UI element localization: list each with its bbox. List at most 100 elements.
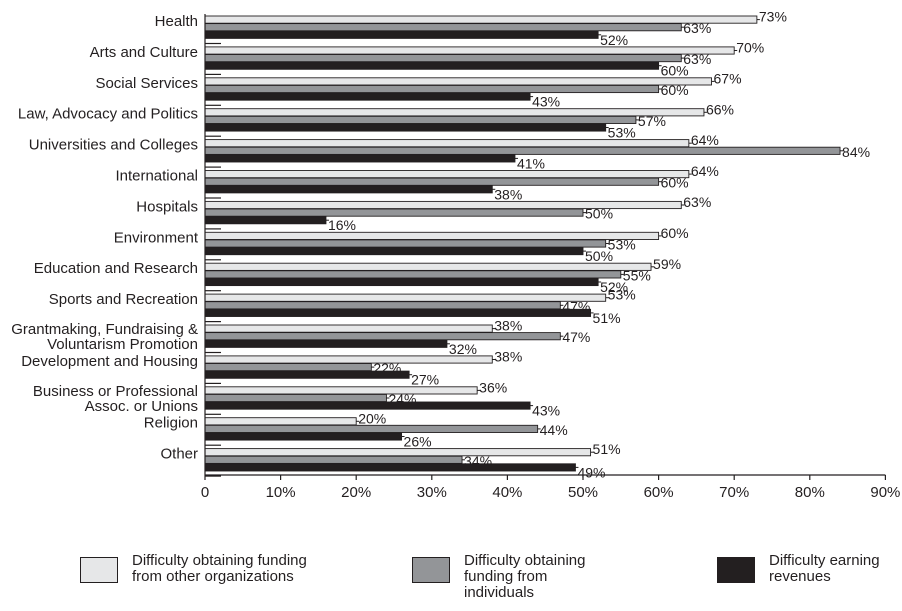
value-label-law-advocacy-and-politics-series-1: 66% bbox=[706, 101, 734, 117]
value-label-sports-and-recreation-series-1: 53% bbox=[608, 287, 636, 303]
value-label-health-series-2: 63% bbox=[683, 20, 711, 36]
bar-development-and-housing-series-2 bbox=[204, 363, 372, 372]
bar-education-and-research-series-1 bbox=[204, 262, 652, 271]
bar-universities-and-colleges-series-1 bbox=[204, 139, 690, 148]
value-label-arts-and-culture-series-1: 70% bbox=[736, 40, 764, 56]
legend-swatch-earning-revenues bbox=[717, 557, 755, 583]
bar-other-series-1 bbox=[204, 448, 592, 457]
value-label-education-and-research-series-1: 59% bbox=[653, 256, 681, 272]
value-label-environment-series-3: 50% bbox=[585, 248, 613, 264]
value-label-universities-and-colleges-series-1: 64% bbox=[691, 132, 719, 148]
x-tick-label-9: 90% bbox=[870, 484, 900, 501]
legend: Difficulty obtaining funding from other … bbox=[0, 553, 902, 611]
value-label-other-series-1: 51% bbox=[593, 441, 621, 457]
category-label-business-or-professional-assoc-or-unions-line-2: Assoc. or Unions bbox=[85, 398, 198, 415]
value-label-business-or-professional-assoc-or-unions-series-1: 36% bbox=[479, 379, 507, 395]
bar-arts-and-culture-series-1 bbox=[204, 46, 735, 55]
bar-environment-series-1 bbox=[204, 231, 660, 240]
bar-religion-series-2 bbox=[204, 424, 539, 433]
bar-grantmaking-fundraising-voluntarism-promotion-series-2 bbox=[204, 332, 561, 341]
x-tick-label-8: 80% bbox=[795, 484, 825, 501]
bar-religion-series-3 bbox=[204, 432, 403, 441]
legend-item-other-organizations: Difficulty obtaining funding from other … bbox=[80, 553, 332, 585]
value-label-sports-and-recreation-series-3: 51% bbox=[593, 310, 621, 326]
value-label-universities-and-colleges-series-2: 84% bbox=[842, 144, 870, 160]
x-tick-label-2: 20% bbox=[341, 484, 371, 501]
value-label-business-or-professional-assoc-or-unions-series-3: 43% bbox=[532, 403, 560, 419]
legend-label-earning-revenues: Difficulty earning revenues bbox=[769, 552, 880, 585]
value-label-law-advocacy-and-politics-series-2: 57% bbox=[638, 113, 666, 129]
category-label-environment: Environment bbox=[114, 229, 199, 246]
category-label-health: Health bbox=[155, 13, 198, 30]
category-label-law-advocacy-and-politics: Law, Advocacy and Politics bbox=[18, 106, 198, 123]
value-label-social-services-series-2: 60% bbox=[661, 82, 689, 98]
bar-hospitals-series-3 bbox=[204, 216, 327, 225]
value-label-grantmaking-fundraising-voluntarism-promotion-series-3: 32% bbox=[449, 341, 477, 357]
bar-religion-series-1 bbox=[204, 417, 357, 426]
bar-business-or-professional-assoc-or-unions-series-1 bbox=[204, 386, 478, 395]
value-label-social-services-series-3: 43% bbox=[532, 94, 560, 110]
bar-universities-and-colleges-series-3 bbox=[204, 154, 516, 163]
category-label-hospitals: Hospitals bbox=[136, 198, 198, 215]
legend-label-other-organizations: Difficulty obtaining funding from other … bbox=[132, 552, 307, 585]
value-label-education-and-research-series-2: 55% bbox=[623, 267, 651, 283]
value-label-grantmaking-fundraising-voluntarism-promotion-series-2: 47% bbox=[562, 329, 590, 345]
category-label-universities-and-colleges: Universities and Colleges bbox=[29, 137, 198, 154]
bar-business-or-professional-assoc-or-unions-series-2 bbox=[204, 393, 387, 403]
value-label-arts-and-culture-series-2: 63% bbox=[683, 51, 711, 67]
bar-environment-series-3 bbox=[204, 247, 584, 256]
bar-international-series-1 bbox=[204, 170, 690, 179]
category-label-other: Other bbox=[160, 446, 198, 463]
value-label-development-and-housing-series-1: 38% bbox=[494, 349, 522, 365]
bar-other-series-2 bbox=[204, 455, 463, 464]
bar-hospitals-series-2 bbox=[204, 208, 584, 217]
bar-health-series-2 bbox=[204, 23, 682, 32]
legend-swatch-other-organizations bbox=[80, 557, 118, 583]
bar-arts-and-culture-series-3 bbox=[204, 61, 660, 70]
bar-law-advocacy-and-politics-series-2 bbox=[204, 115, 637, 124]
category-label-sports-and-recreation: Sports and Recreation bbox=[49, 291, 198, 308]
value-label-religion-series-1: 20% bbox=[358, 410, 386, 426]
value-label-arts-and-culture-series-3: 60% bbox=[661, 63, 689, 79]
x-tick-label-5: 50% bbox=[568, 484, 598, 501]
bar-sports-and-recreation-series-1 bbox=[204, 293, 607, 302]
legend-item-earning-revenues: Difficulty earning revenues bbox=[717, 553, 902, 585]
category-label-social-services: Social Services bbox=[95, 75, 198, 92]
bar-development-and-housing-series-1 bbox=[204, 355, 493, 364]
value-label-hospitals-series-2: 50% bbox=[585, 206, 613, 222]
bar-international-series-3 bbox=[204, 185, 493, 194]
category-label-development-and-housing: Development and Housing bbox=[21, 353, 198, 370]
bar-education-and-research-series-2 bbox=[204, 270, 622, 279]
value-label-health-series-1: 73% bbox=[759, 9, 787, 25]
value-label-universities-and-colleges-series-3: 41% bbox=[517, 155, 545, 171]
value-label-law-advocacy-and-politics-series-3: 53% bbox=[608, 125, 636, 141]
value-label-hospitals-series-1: 63% bbox=[683, 194, 711, 210]
category-label-arts-and-culture: Arts and Culture bbox=[90, 44, 198, 61]
value-label-environment-series-2: 53% bbox=[608, 237, 636, 253]
value-label-international-series-2: 60% bbox=[661, 175, 689, 191]
bar-health-series-3 bbox=[204, 30, 599, 39]
legend-item-individuals: Difficulty obtaining funding from indivi… bbox=[412, 553, 614, 601]
bar-universities-and-colleges-series-2 bbox=[204, 146, 841, 155]
value-label-religion-series-3: 26% bbox=[404, 434, 432, 450]
x-tick-label-6: 60% bbox=[644, 484, 674, 501]
bar-business-or-professional-assoc-or-unions-series-3 bbox=[204, 401, 531, 410]
bar-grantmaking-fundraising-voluntarism-promotion-series-3 bbox=[204, 339, 448, 348]
bar-development-and-housing-series-3 bbox=[204, 370, 410, 379]
legend-swatch-individuals bbox=[412, 557, 450, 583]
category-label-religion: Religion bbox=[144, 415, 198, 432]
value-label-other-series-3: 49% bbox=[577, 464, 605, 480]
x-tick-label-3: 30% bbox=[417, 484, 447, 501]
bar-grantmaking-fundraising-voluntarism-promotion-series-1 bbox=[204, 324, 493, 333]
bar-social-services-series-3 bbox=[204, 92, 531, 101]
bar-sports-and-recreation-series-3 bbox=[204, 308, 592, 317]
bar-health-series-1 bbox=[204, 15, 758, 24]
bar-law-advocacy-and-politics-series-3 bbox=[204, 123, 607, 132]
x-tick-label-0: 0 bbox=[201, 484, 209, 501]
value-label-religion-series-2: 44% bbox=[540, 422, 568, 438]
value-label-environment-series-1: 60% bbox=[661, 225, 689, 241]
x-tick-label-7: 70% bbox=[719, 484, 749, 501]
value-label-grantmaking-fundraising-voluntarism-promotion-series-1: 38% bbox=[494, 318, 522, 334]
